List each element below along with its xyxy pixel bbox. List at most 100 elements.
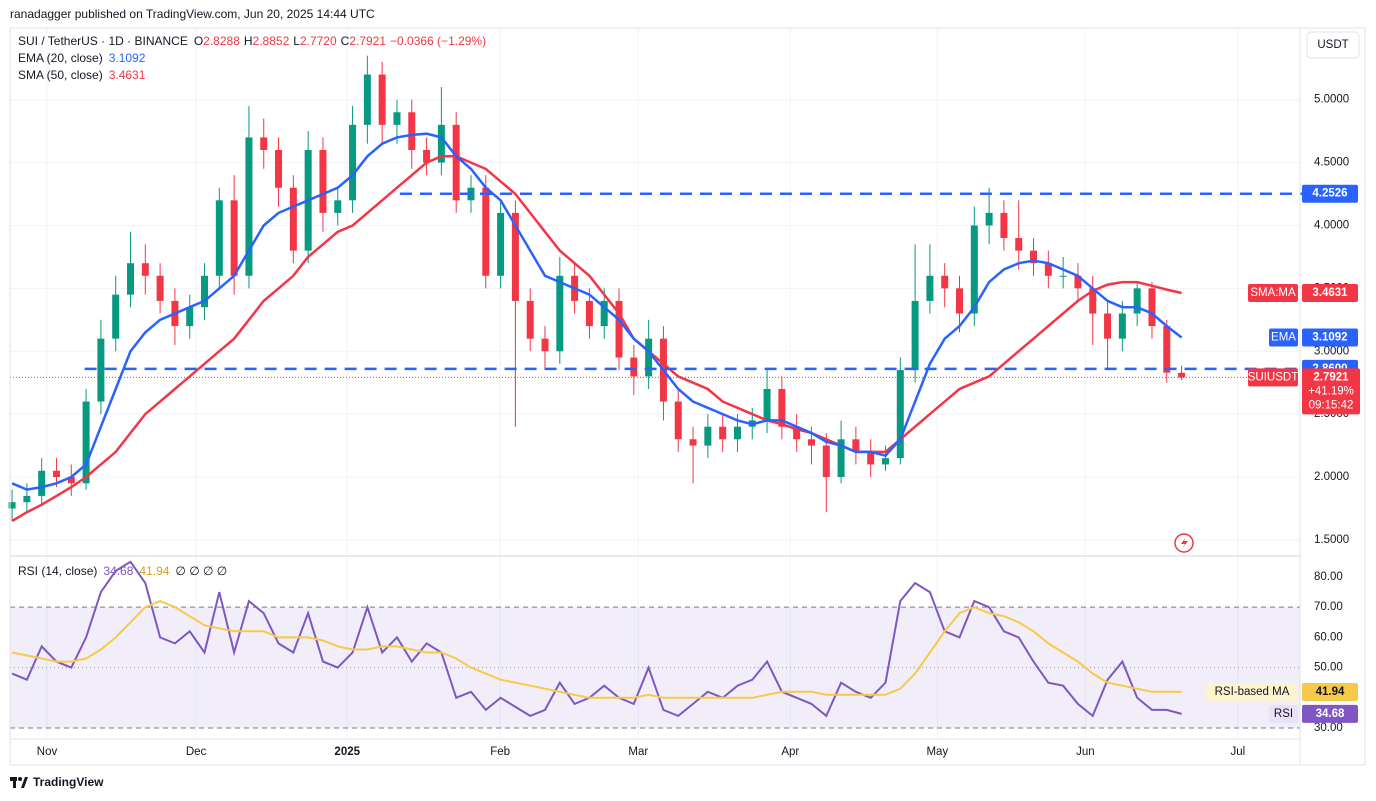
x-tick-label: Feb xyxy=(490,746,510,758)
grid-layer xyxy=(10,28,1300,738)
candle-body xyxy=(852,439,860,452)
candle-body xyxy=(260,137,268,151)
logo-part xyxy=(13,777,16,788)
candle-body xyxy=(1148,288,1156,327)
candle-body xyxy=(645,338,653,377)
symbol: SUI / TetherUS · 1D · BINANCE xyxy=(18,34,188,48)
price-label: 2.7921 xyxy=(1313,371,1349,383)
candle-body xyxy=(275,150,283,188)
rsi-label: RSI (14, close) xyxy=(18,564,97,578)
candle-body xyxy=(127,263,135,295)
candle-body xyxy=(1104,313,1112,339)
y-tick-label: 4.0000 xyxy=(1314,219,1349,231)
series-value-tag xyxy=(1302,704,1358,723)
y-tick-label: 60.00 xyxy=(1314,631,1343,643)
symbol-name: SUIUSDT xyxy=(1248,371,1298,383)
candle-body xyxy=(349,124,357,201)
candle-body xyxy=(8,502,16,509)
candle-body xyxy=(807,439,815,446)
candle-body xyxy=(719,426,727,440)
candle-body xyxy=(541,338,549,352)
candle-body xyxy=(793,426,801,440)
currency-button[interactable] xyxy=(1306,31,1360,59)
publisher: ranadagger published on TradingView.com,… xyxy=(10,7,375,21)
candle-body xyxy=(511,212,519,301)
price-tag xyxy=(1302,368,1360,415)
candle-body xyxy=(112,294,120,339)
series-line xyxy=(11,132,1183,491)
candle-body xyxy=(630,357,638,377)
candle-body xyxy=(334,200,342,213)
x-tick-label: Dec xyxy=(186,746,207,758)
candle-body xyxy=(186,307,194,327)
legend-rsi: RSI (14, close) 34.68 41.94 ∅ ∅ ∅ ∅ xyxy=(18,564,227,578)
candle-body xyxy=(289,187,297,251)
symbol-tag xyxy=(1248,368,1298,387)
legend-ema: EMA (20, close) 3.1092 xyxy=(18,51,146,65)
candle-body xyxy=(911,300,919,371)
series-name-tag xyxy=(1206,682,1298,701)
brand: TradingView xyxy=(33,775,104,789)
candle-body xyxy=(378,74,386,125)
rsi-extra: ∅ ∅ ∅ ∅ xyxy=(175,564,227,578)
currency[interactable]: USDT xyxy=(1317,39,1348,51)
tag-layer: 4.25262.8600SMA:MA3.4631EMA3.1092SUIUSDT… xyxy=(1206,184,1360,723)
y-tick-label: 5.0000 xyxy=(1314,94,1349,106)
candle-body xyxy=(896,370,904,459)
x-tick-label: Apr xyxy=(781,746,799,758)
candle-body xyxy=(245,137,253,276)
candle-body xyxy=(23,495,31,503)
candle-body xyxy=(319,150,327,213)
ema-value: 3.1092 xyxy=(109,51,146,65)
series-name: RSI xyxy=(1274,708,1293,720)
candle-body xyxy=(837,439,845,478)
series-name-tag xyxy=(1269,328,1298,347)
candle-body xyxy=(778,388,786,427)
rsi-value: 34.68 xyxy=(103,564,133,578)
candle-body xyxy=(423,150,431,163)
level-tag xyxy=(1302,184,1358,203)
candle-body xyxy=(1163,326,1171,373)
change: −0.0366 (−1.29%) xyxy=(390,34,486,48)
series-value-tag xyxy=(1302,682,1358,701)
candle-body xyxy=(600,300,608,327)
candle-body xyxy=(67,477,75,484)
candle-body xyxy=(867,451,875,465)
series-value-tag xyxy=(1302,283,1358,302)
plot-layer xyxy=(8,55,1350,718)
series-line xyxy=(11,155,1182,523)
candle-body xyxy=(156,275,164,301)
series-name: SMA:MA xyxy=(1250,287,1296,299)
candle-body xyxy=(1000,212,1008,239)
candle-body xyxy=(393,112,401,125)
ema-label: EMA (20, close) xyxy=(18,51,103,65)
candle-body xyxy=(82,401,90,484)
candle-body xyxy=(822,445,830,478)
l-label: L xyxy=(293,34,300,48)
y-tick-label: 50.00 xyxy=(1314,662,1343,674)
series-value-label: 3.1092 xyxy=(1312,332,1347,344)
candle-body xyxy=(437,124,445,163)
candle-body xyxy=(38,470,46,496)
x-tick-label: 2025 xyxy=(334,746,360,758)
candle-body xyxy=(1074,275,1082,289)
candle-body xyxy=(1178,372,1186,378)
candle-body xyxy=(763,388,771,421)
brand-logo xyxy=(10,777,28,788)
candle-body xyxy=(585,300,593,327)
candle-body xyxy=(363,74,371,125)
x-tick-label: Mar xyxy=(628,746,648,758)
candle-body xyxy=(615,300,623,358)
l-value: 2.7720 xyxy=(300,34,337,48)
candle-body xyxy=(97,338,105,402)
candle-body xyxy=(556,275,564,352)
logo-part xyxy=(18,777,22,781)
countdown: 09:15:42 xyxy=(1309,399,1354,411)
y-tick-label: 70.00 xyxy=(1314,601,1343,613)
candle-body xyxy=(230,200,238,276)
legend-sma: SMA (50, close) 3.4631 xyxy=(18,68,146,82)
y-tick-label: 30.00 xyxy=(1314,722,1343,734)
series-line xyxy=(11,560,1182,718)
sma-value: 3.4631 xyxy=(109,68,146,82)
y-tick-label: 2.0000 xyxy=(1314,471,1349,483)
